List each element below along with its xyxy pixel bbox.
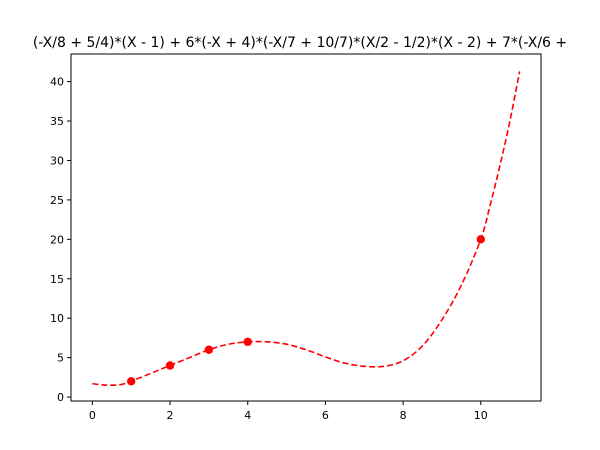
data-point [165,361,175,370]
x-tick-label: 2 [167,409,174,422]
data-point [243,337,252,347]
axes-frame [70,53,542,402]
series-line [92,71,521,387]
chart-title: (-X/8 + 5/4)*(X - 1) + 6*(-X + 4)*(-X/7 … [33,35,567,51]
x-tick-label: 0 [89,409,96,422]
y-tick-label: 20 [50,233,64,246]
x-tick-label: 4 [244,409,251,422]
y-tick-label: 0 [57,391,64,404]
data-point [476,235,485,244]
x-axis: 0 2 4 6 8 10 [89,401,488,422]
x-tick-label: 10 [474,409,488,422]
y-tick-label: 40 [50,76,64,89]
y-tick-label: 15 [50,273,64,286]
y-tick-label: 30 [50,154,64,167]
data-point [204,345,214,354]
y-tick-label: 25 [50,194,64,207]
y-tick-label: 35 [50,115,64,128]
y-tick-label: 5 [57,352,64,365]
x-tick-label: 8 [400,409,407,422]
x-tick-label: 6 [322,409,329,422]
y-tick-label: 10 [50,312,64,325]
y-axis: 0 5 10 15 20 25 30 35 40 [50,76,71,404]
data-point [127,377,136,386]
plot-area [92,71,521,387]
